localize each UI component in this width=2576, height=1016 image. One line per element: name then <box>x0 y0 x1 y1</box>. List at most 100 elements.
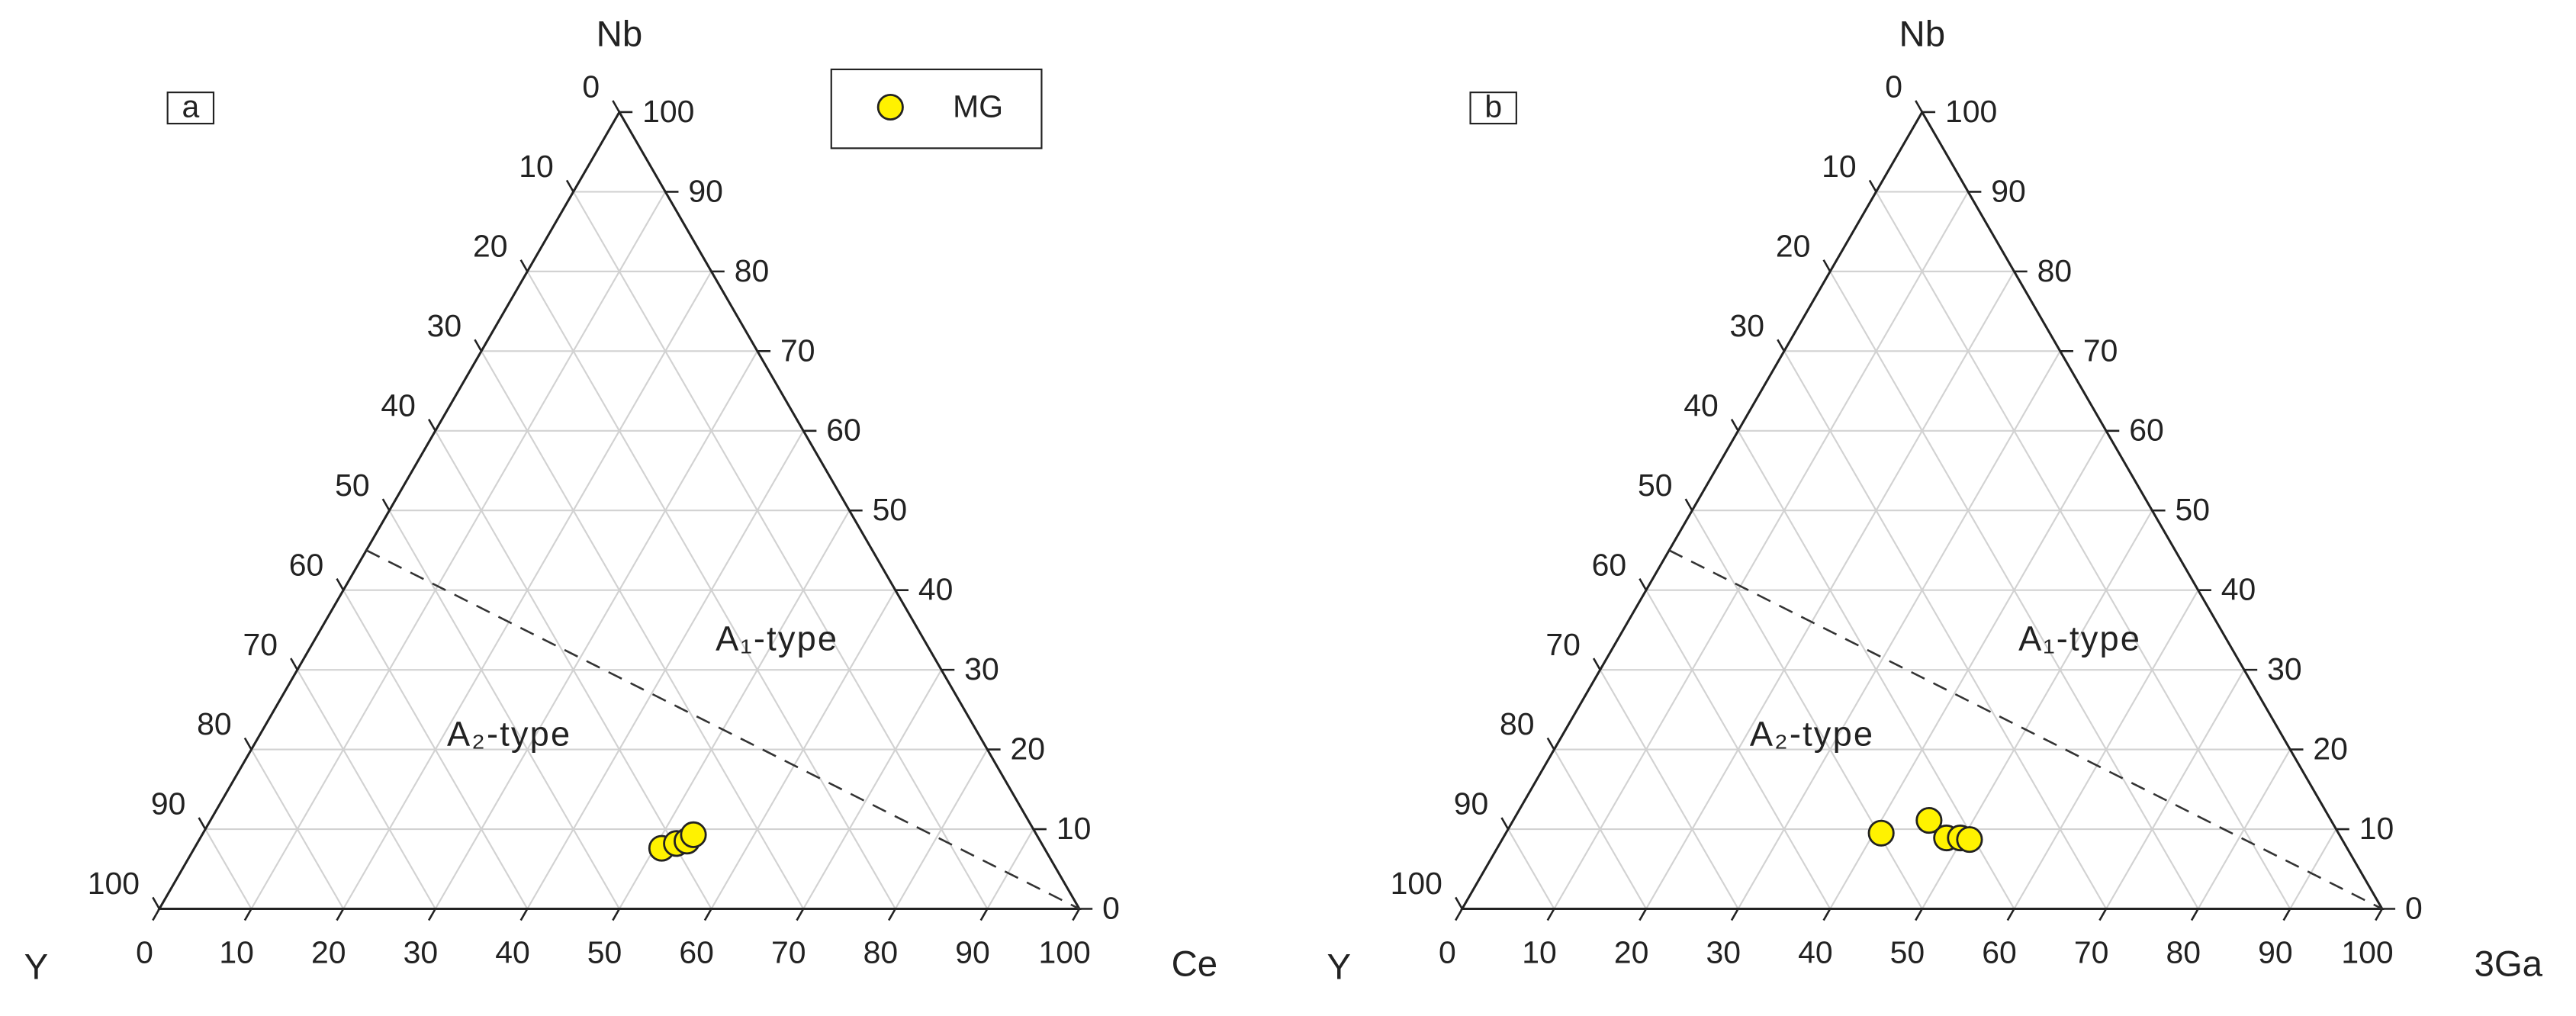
grid-line <box>434 350 758 910</box>
tick-mark <box>612 908 621 921</box>
apex-label: Nb <box>597 14 643 54</box>
right-tick-label: 50 <box>873 492 908 527</box>
bottom-tick-label: 30 <box>1706 935 1741 970</box>
bottom-tick-label: 0 <box>1439 935 1456 970</box>
tick-mark <box>519 908 529 921</box>
right-tick-label: 70 <box>780 333 815 368</box>
left-tick-label: 20 <box>1776 229 1811 264</box>
grid-line <box>250 191 667 910</box>
tick-mark <box>1546 908 1555 921</box>
tick-mark <box>152 908 161 921</box>
left-tick-label: 30 <box>1730 308 1765 343</box>
boundary-line <box>365 549 1080 910</box>
right-tick-label: 50 <box>2175 492 2210 527</box>
tick-mark <box>888 908 896 921</box>
left-tick-label: 100 <box>88 866 140 901</box>
bottom-tick-label: 10 <box>219 935 254 970</box>
bottom-tick-label: 70 <box>771 935 806 970</box>
right-tick-label: 100 <box>642 94 694 129</box>
apex-label: Nb <box>1899 14 1946 54</box>
left-tick-label: 80 <box>197 706 232 741</box>
left-tick-label: 20 <box>473 229 508 264</box>
tick-mark <box>427 419 436 432</box>
grid-line <box>2013 590 2199 910</box>
tick-mark <box>612 100 621 113</box>
tick-mark <box>1072 908 1081 921</box>
bottom-tick-label: 70 <box>2074 935 2109 970</box>
left-tick-label: 50 <box>335 468 370 503</box>
right-tick-label: 60 <box>2129 413 2164 448</box>
grid-line <box>2105 669 2245 910</box>
left-tick-label: 100 <box>1391 866 1442 901</box>
grid-line <box>1507 828 1555 910</box>
panel-label-box <box>166 92 215 125</box>
bottom-tick-label: 20 <box>311 935 346 970</box>
bottom-tick-label: 0 <box>136 935 153 970</box>
left-tick-label: 40 <box>1684 387 1719 423</box>
legend-marker <box>876 93 904 121</box>
tick-mark <box>2098 908 2108 921</box>
data-point <box>1915 807 1943 834</box>
bottom-tick-label: 90 <box>2258 935 2293 970</box>
left-tick-label: 70 <box>243 627 278 662</box>
bottom-tick-label: 40 <box>495 935 530 970</box>
grid-line <box>710 590 896 910</box>
tick-mark <box>2006 908 2015 921</box>
tick-mark <box>1639 908 1648 921</box>
panel-label-box <box>1469 92 1517 125</box>
bottom-tick-label: 100 <box>2341 935 2393 970</box>
right-tick-label: 40 <box>2221 572 2256 607</box>
left-tick-label: 70 <box>1545 627 1581 662</box>
tick-mark <box>1455 908 1463 921</box>
tick-mark <box>1592 658 1601 670</box>
grid-line <box>204 828 252 910</box>
tick-mark <box>1455 896 1463 910</box>
tick-mark <box>1684 498 1693 511</box>
grid-line <box>388 510 620 910</box>
right-tick-label: 80 <box>735 253 770 288</box>
right-tick-label: 90 <box>688 173 723 208</box>
grid-line <box>1645 271 2015 910</box>
tick-mark <box>381 498 391 511</box>
left-tick-label: 0 <box>1885 69 1902 104</box>
grid-line <box>481 350 805 910</box>
tick-mark <box>519 259 529 272</box>
tick-mark <box>1730 908 1739 921</box>
bottom-tick-label: 40 <box>1798 935 1833 970</box>
grid-line <box>1599 669 1739 910</box>
grid-line <box>526 430 805 910</box>
right-tick-label: 80 <box>2037 253 2073 288</box>
bottom-tick-label: 80 <box>2166 935 2201 970</box>
legend-label: MG <box>953 88 1003 124</box>
left-corner-label: Y <box>1327 947 1351 988</box>
grid-line <box>2289 828 2337 910</box>
tick-mark <box>703 908 712 921</box>
right-corner-label: 3Ga <box>2474 944 2542 984</box>
tick-mark <box>336 908 345 921</box>
grid-line <box>1553 191 1970 910</box>
right-tick-label: 10 <box>2359 811 2394 846</box>
data-point <box>1956 826 1983 854</box>
left-tick-label: 10 <box>519 149 554 184</box>
left-tick-label: 60 <box>1592 547 1627 582</box>
right-tick-label: 10 <box>1056 811 1092 846</box>
bottom-tick-label: 90 <box>955 935 990 970</box>
region-label: A₂-type <box>447 714 571 753</box>
tick-mark <box>152 896 161 910</box>
right-tick-label: 20 <box>2313 731 2348 767</box>
tick-mark <box>2282 908 2291 921</box>
tick-mark <box>1500 817 1510 830</box>
region-label: A₁-type <box>2018 619 2141 658</box>
bottom-tick-label: 30 <box>404 935 439 970</box>
tick-mark <box>1730 419 1739 432</box>
tick-mark <box>565 179 574 193</box>
left-tick-label: 90 <box>1454 786 1489 821</box>
bottom-tick-label: 60 <box>679 935 714 970</box>
right-corner-label: Ce <box>1172 944 1218 984</box>
region-label: A₂-type <box>1750 714 1874 753</box>
region-label: A₁-type <box>716 619 838 658</box>
left-tick-label: 50 <box>1638 468 1673 503</box>
right-tick-label: 20 <box>1011 731 1046 767</box>
right-tick-label: 30 <box>2267 651 2302 686</box>
